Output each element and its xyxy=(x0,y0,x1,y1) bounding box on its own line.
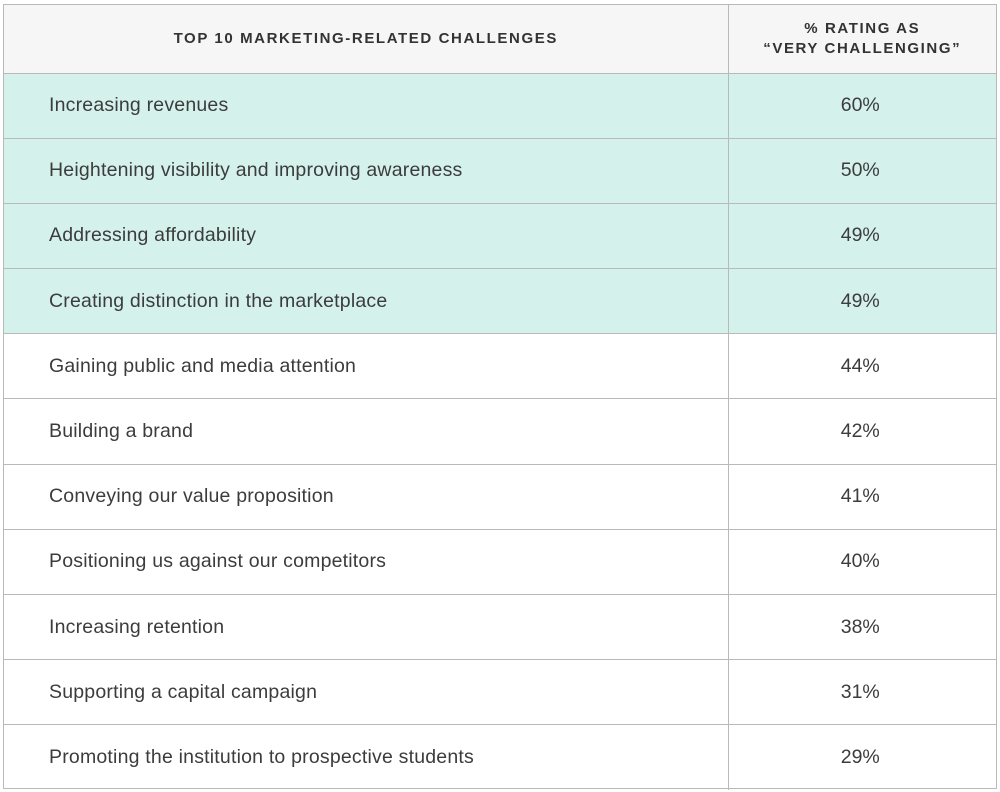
challenge-rating: 49% xyxy=(728,203,996,270)
header-rating: % RATING AS “VERY CHALLENGING” xyxy=(728,5,996,74)
challenge-label: Supporting a capital campaign xyxy=(4,659,729,726)
table-row: Heightening visibility and improving awa… xyxy=(4,138,996,204)
table-header-row: TOP 10 MARKETING-RELATED CHALLENGES % RA… xyxy=(4,5,996,74)
header-rating-line1: % RATING AS xyxy=(804,19,921,37)
challenge-rating: 44% xyxy=(728,333,996,400)
challenge-rating: 49% xyxy=(728,268,996,335)
challenge-label: Promoting the institution to prospective… xyxy=(4,724,729,791)
challenges-table: TOP 10 MARKETING-RELATED CHALLENGES % RA… xyxy=(4,5,996,791)
table-body: Increasing revenues 60% Heightening visibi… xyxy=(4,73,996,791)
challenge-rating: 40% xyxy=(728,529,996,596)
challenge-rating: 41% xyxy=(728,464,996,530)
challenge-label: Positioning us against our competitors xyxy=(4,529,729,596)
table-row: Addressing affordability 49% xyxy=(4,203,996,270)
table-row: Conveying our value proposition 41% xyxy=(4,464,996,530)
challenge-label: Gaining public and media attention xyxy=(4,333,729,400)
table-row: Increasing revenues 60% xyxy=(4,73,996,139)
challenge-rating: 31% xyxy=(728,659,996,726)
challenge-label: Heightening visibility and improving awa… xyxy=(4,138,729,204)
challenge-label: Increasing revenues xyxy=(4,73,729,139)
challenge-label: Building a brand xyxy=(4,398,729,465)
challenge-rating: 38% xyxy=(728,594,996,661)
table-row: Creating distinction in the marketplace 4… xyxy=(4,268,996,335)
challenge-rating: 29% xyxy=(840,746,880,769)
table-row: Supporting a capital campaign 31% xyxy=(4,659,996,726)
table-row: Positioning us against our competitors 40… xyxy=(4,529,996,596)
challenge-label: Addressing affordability xyxy=(4,203,729,270)
challenges-table-frame: TOP 10 MARKETING-RELATED CHALLENGES % RA… xyxy=(3,4,997,791)
challenge-rating: 60% xyxy=(728,73,996,139)
challenge-label: Creating distinction in the marketplace xyxy=(4,268,729,335)
header-rating-line2: “VERY CHALLENGING” xyxy=(763,39,962,57)
challenge-label: Conveying our value proposition xyxy=(4,464,729,530)
challenge-rating: 42% xyxy=(728,398,996,465)
table-row: Building a brand 42% xyxy=(4,398,996,465)
challenge-rating: 50% xyxy=(728,138,996,204)
table-row: Gaining public and media attention 44% xyxy=(4,333,996,400)
header-challenges: TOP 10 MARKETING-RELATED CHALLENGES xyxy=(4,5,729,74)
table-row: Promoting the institution to prospective… xyxy=(4,724,996,791)
table-row: Increasing retention 38% xyxy=(4,594,996,661)
challenge-label: Increasing retention xyxy=(4,594,729,661)
